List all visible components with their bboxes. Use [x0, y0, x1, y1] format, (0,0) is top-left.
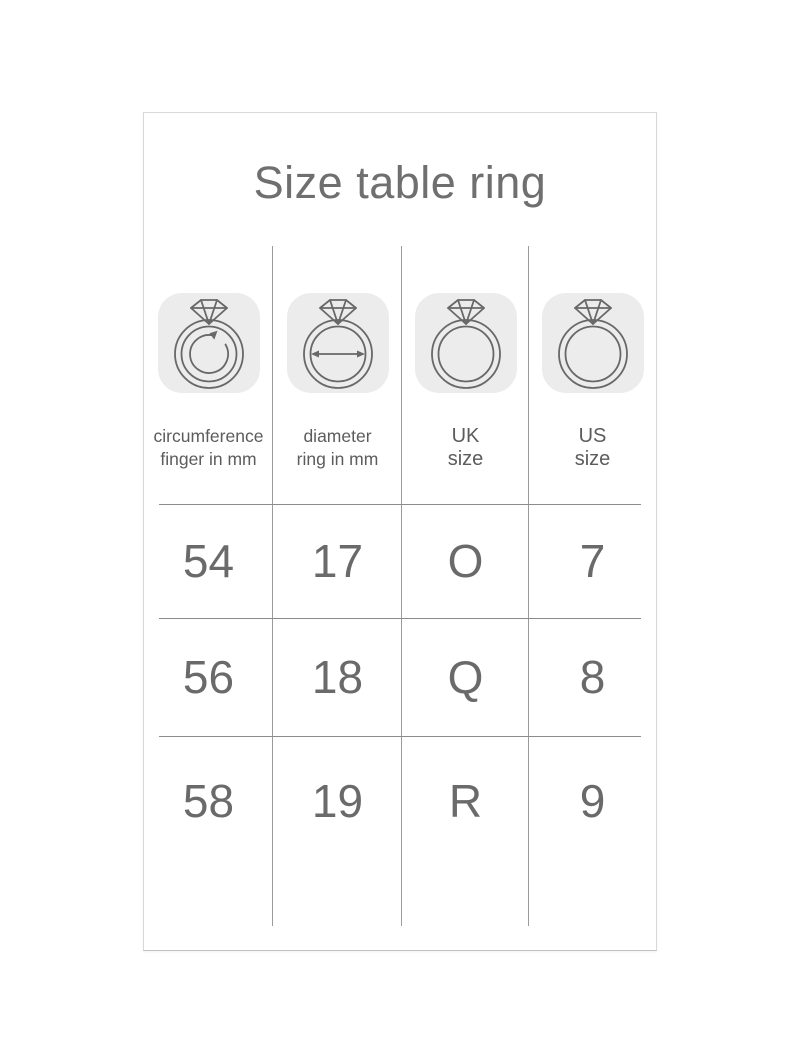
- column-icon-diameter: [273, 246, 402, 424]
- row-divider: [159, 618, 641, 619]
- header-line: finger in mm: [160, 449, 257, 469]
- cell-diameter-row2: 18: [311, 651, 364, 703]
- cell-circumference-row2: 56: [182, 651, 235, 703]
- cell-uk-row3: R: [448, 775, 483, 827]
- ring-icon: [430, 299, 501, 389]
- column-divider: [272, 246, 273, 926]
- size-table-card: Size table ring: [143, 112, 657, 951]
- column-divider: [528, 246, 529, 926]
- icon-tile: [286, 293, 389, 393]
- size-table: circumference finger in mm diameter ring…: [144, 246, 656, 926]
- column-header-diameter: diameter ring in mm: [273, 424, 402, 504]
- header-line: US: [578, 425, 607, 447]
- header-line: circumference: [153, 426, 264, 446]
- cell-uk-row1: O: [447, 535, 484, 587]
- column-divider: [401, 246, 402, 926]
- header-line: size: [447, 448, 484, 470]
- ring-diameter-icon: [302, 299, 373, 389]
- column-icon-uk-size: [402, 246, 529, 424]
- header-line: UK: [451, 425, 480, 447]
- cell-us-row3: 9: [579, 775, 606, 827]
- ring-icon: [557, 299, 628, 389]
- cell-us-row1: 7: [579, 535, 606, 587]
- header-line: diameter: [303, 426, 372, 446]
- row-divider: [159, 504, 641, 505]
- ring-circumference-icon: [173, 299, 244, 389]
- column-header-us-size: US size: [529, 424, 656, 504]
- row-divider: [159, 736, 641, 737]
- column-header-circumference: circumference finger in mm: [144, 424, 273, 504]
- header-line: ring in mm: [296, 449, 379, 469]
- icon-tile: [414, 293, 517, 393]
- column-icon-circumference: [144, 246, 273, 424]
- cell-diameter-row3: 19: [311, 775, 364, 827]
- header-line: size: [574, 448, 611, 470]
- size-table-title: Size table ring: [253, 157, 547, 208]
- cell-circumference-row3: 58: [182, 775, 235, 827]
- icon-tile: [157, 293, 260, 393]
- cell-us-row2: 8: [579, 651, 606, 703]
- cell-circumference-row1: 54: [182, 535, 235, 587]
- cell-uk-row2: Q: [447, 651, 484, 703]
- size-table-grid: circumference finger in mm diameter ring…: [144, 246, 656, 866]
- cell-diameter-row1: 17: [311, 535, 364, 587]
- column-header-uk-size: UK size: [402, 424, 529, 504]
- icon-tile: [541, 293, 644, 393]
- column-icon-us-size: [529, 246, 656, 424]
